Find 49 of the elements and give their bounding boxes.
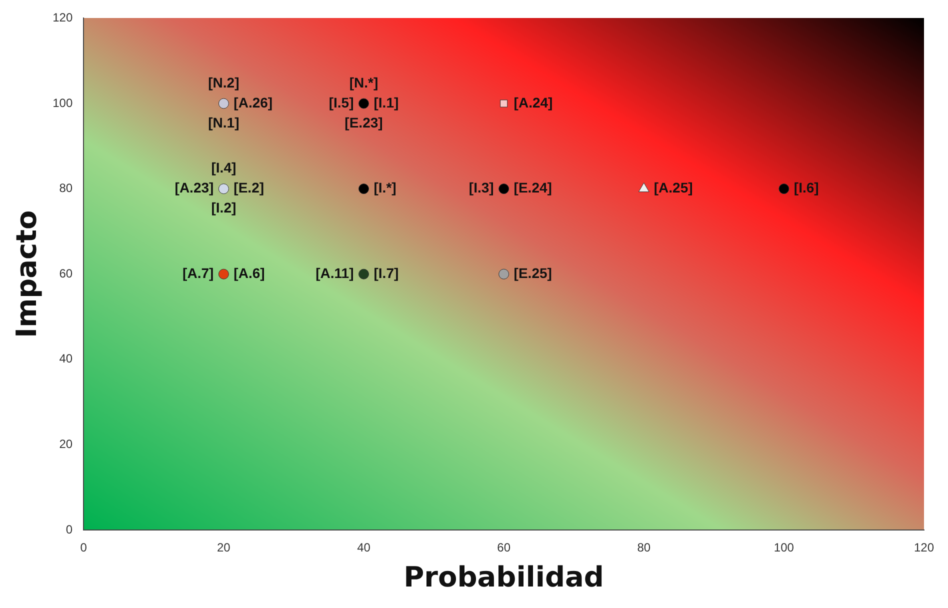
annotation: [N.1] <box>208 114 240 130</box>
point <box>498 184 510 194</box>
y-tick-label: 60 <box>59 266 73 280</box>
annotation: [N.2] <box>208 74 240 90</box>
y-tick-label: 0 <box>66 522 73 536</box>
y-axis-title: Impacto <box>10 210 44 338</box>
x-tick-label: 20 <box>217 540 231 555</box>
y-tick-label: 40 <box>59 352 73 366</box>
y-tick-label: 100 <box>52 96 73 110</box>
y-tick-label: 120 <box>52 10 73 25</box>
x-tick-label: 100 <box>774 540 794 555</box>
annotation: [E.2] <box>234 180 264 196</box>
annotation: [E.25] <box>514 264 552 281</box>
point <box>778 184 790 194</box>
annotation: [I.5] <box>328 94 354 110</box>
x-tick-label: 40 <box>357 540 371 555</box>
annotation: [I.3] <box>468 180 494 196</box>
annotation: [E.24] <box>514 180 552 196</box>
point <box>500 100 508 108</box>
annotation: [N.*] <box>349 74 378 90</box>
x-axis-title: Probabilidad <box>404 560 604 594</box>
point <box>218 268 229 280</box>
annotation: [A.7] <box>182 264 214 281</box>
point <box>498 268 510 280</box>
annotation: [I.1] <box>374 94 399 110</box>
y-tick-label: 80 <box>59 181 73 196</box>
annotation: [A.23] <box>174 180 214 196</box>
annotation: [I.2] <box>211 200 236 216</box>
point <box>218 184 229 194</box>
x-tick-label: 80 <box>637 540 651 555</box>
point <box>358 98 369 109</box>
annotation: [A.25] <box>654 180 693 196</box>
point <box>638 182 650 192</box>
x-tick-label: 60 <box>497 540 511 555</box>
x-tick-label: 0 <box>80 540 88 555</box>
annotation: [A.6] <box>234 264 265 281</box>
annotation: [I.6] <box>794 180 819 196</box>
annotation: [I.4] <box>211 160 236 176</box>
annotation: [E.23] <box>344 114 383 130</box>
point <box>358 184 369 194</box>
point <box>358 268 369 280</box>
point <box>218 98 229 109</box>
x-tick-label: 120 <box>914 540 934 555</box>
annotation: [I.7] <box>374 264 399 281</box>
annotation: [I.*] <box>374 180 396 196</box>
annotation: [A.26] <box>234 94 273 110</box>
annotation: [A.24] <box>514 94 553 110</box>
y-tick-label: 20 <box>59 437 73 452</box>
annotation: [A.11] <box>316 264 354 281</box>
